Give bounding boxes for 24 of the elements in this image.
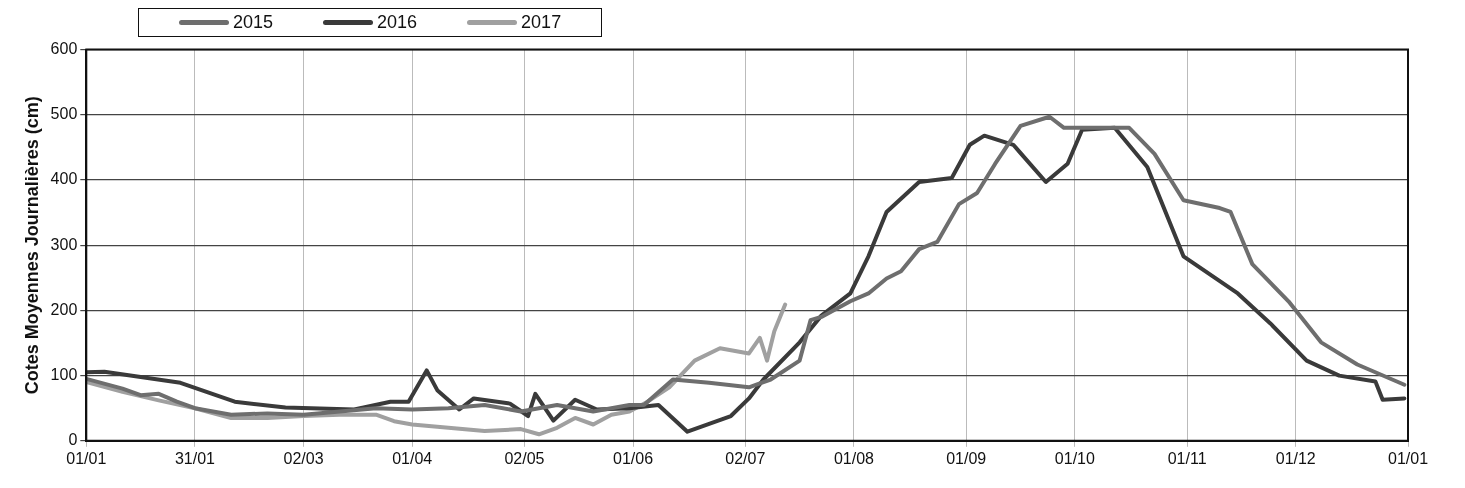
x-tick-label: 01/10 <box>1054 449 1095 467</box>
legend-label: 2017 <box>521 12 562 33</box>
y-tick-label: 100 <box>50 366 78 384</box>
x-tick-label: 01/01 <box>1387 449 1429 467</box>
y-tick-label: 300 <box>50 235 78 253</box>
y-tick-label: 0 <box>68 431 78 449</box>
x-tick-label: 01/12 <box>1275 449 1316 467</box>
x-tick-label: 02/05 <box>504 449 545 467</box>
x-tick-label: 31/01 <box>174 449 216 467</box>
legend-label: 2015 <box>233 12 274 33</box>
x-tick-label: 01/11 <box>1167 449 1207 467</box>
y-tick-label: 400 <box>50 170 78 188</box>
legend-label: 2016 <box>377 12 418 33</box>
y-tick-label: 500 <box>50 105 78 123</box>
x-tick-label: 01/04 <box>392 449 433 467</box>
y-axis-title: Cotes Moyennes Journalières (cm) <box>21 96 42 395</box>
y-tick-label: 200 <box>50 300 78 318</box>
x-tick-label: 01/09 <box>946 449 987 467</box>
x-tick-label: 02/07 <box>725 449 766 467</box>
x-tick-label: 01/01 <box>66 449 107 467</box>
x-tick-label: 01/08 <box>833 449 875 467</box>
y-tick-label: 600 <box>50 40 78 58</box>
x-tick-label: 02/03 <box>283 449 324 467</box>
x-tick-label: 01/06 <box>613 449 654 467</box>
